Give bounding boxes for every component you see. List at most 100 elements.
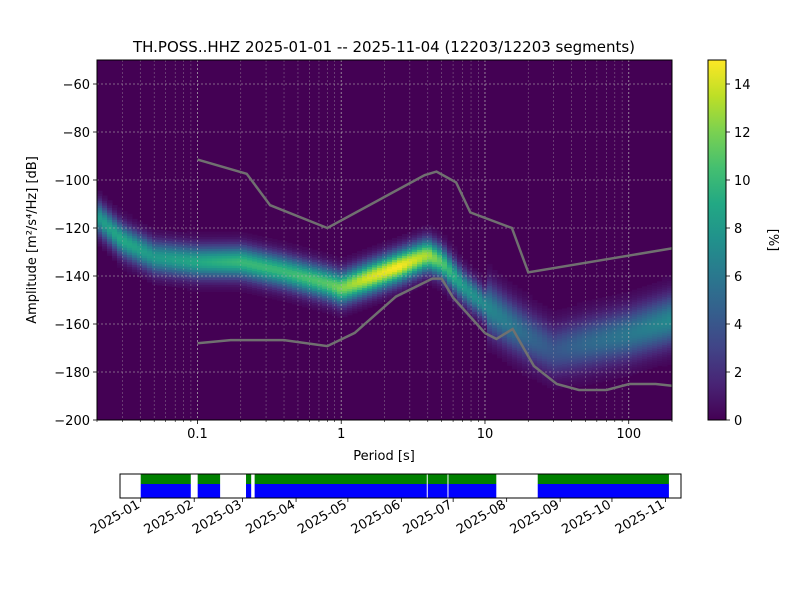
heat-cell [417, 278, 423, 282]
heat-cell [237, 255, 243, 259]
heat-cell [547, 337, 553, 341]
heat-cell [397, 271, 403, 275]
heat-cell [667, 338, 672, 341]
heat-cell [162, 261, 168, 265]
timeline-span-available [246, 484, 252, 498]
heat-cell [182, 234, 188, 238]
heat-cell [617, 368, 623, 371]
heat-cell [497, 305, 503, 308]
heat-cell [662, 303, 668, 307]
heat-cell [327, 289, 333, 293]
heat-cell [367, 280, 373, 284]
heat-cell [637, 290, 643, 294]
heat-cell [177, 248, 183, 252]
heat-cell [557, 323, 563, 327]
heat-cell [502, 342, 508, 346]
heat-cell [502, 347, 508, 351]
heat-cell [357, 260, 363, 264]
heat-cell [592, 378, 598, 382]
heat-cell [357, 306, 363, 310]
heat-cell [277, 244, 283, 248]
heat-cell [547, 349, 553, 353]
heat-cell [522, 313, 528, 316]
heat-cell [472, 287, 478, 291]
heat-cell [282, 298, 288, 302]
heat-cell [587, 307, 593, 311]
heat-cell [577, 302, 583, 306]
heat-cell [307, 257, 313, 261]
heat-cell [307, 298, 313, 302]
heat-cell [492, 313, 498, 317]
heat-cell [572, 363, 578, 367]
heat-cell [657, 317, 663, 321]
heat-cell [147, 238, 153, 242]
heat-cell [152, 267, 158, 271]
heat-cell [637, 343, 643, 347]
heat-cell [657, 336, 663, 340]
heat-cell [657, 329, 663, 333]
heat-cell [652, 326, 658, 330]
heat-cell [302, 299, 308, 303]
heat-cell [312, 256, 318, 260]
heat-cell [212, 277, 218, 281]
heat-cell [617, 312, 623, 316]
heat-cell [207, 234, 213, 237]
heat-cell [212, 238, 218, 242]
heat-cell [627, 344, 633, 348]
heat-cell [542, 341, 548, 345]
heat-cell [667, 282, 672, 286]
heat-cell [622, 362, 628, 366]
heat-cell [132, 238, 138, 241]
heat-cell [442, 292, 448, 296]
timeline-span-used [254, 474, 497, 484]
heat-cell [407, 248, 413, 252]
heat-cell [667, 359, 672, 363]
heat-cell [622, 352, 628, 356]
heat-cell [522, 329, 528, 333]
heat-cell [277, 271, 283, 275]
heat-cell [302, 249, 308, 253]
heat-cell [272, 263, 278, 266]
heat-cell [427, 258, 433, 262]
heat-cell [287, 297, 293, 301]
heat-cell [492, 298, 498, 302]
heat-cell [207, 231, 213, 235]
heat-cell [327, 285, 333, 289]
heat-cell [662, 284, 668, 288]
heat-cell [222, 238, 228, 242]
heat-cell [357, 294, 363, 298]
heat-cell [257, 254, 263, 258]
heat-cell [172, 262, 178, 266]
heat-cell [637, 338, 643, 342]
heat-cell [422, 261, 428, 265]
heat-cell [157, 244, 163, 248]
heat-cell [137, 240, 143, 244]
heat-cell [207, 289, 213, 293]
heat-cell [652, 333, 658, 337]
heat-cell [492, 289, 498, 293]
heat-cell [447, 252, 453, 256]
heat-cell [552, 351, 558, 355]
heat-cell [177, 256, 183, 259]
heat-cell [422, 273, 428, 277]
heat-cell [622, 364, 628, 368]
heat-cell [147, 231, 153, 235]
heat-cell [632, 366, 638, 370]
heat-cell [107, 217, 113, 220]
heat-cell [407, 236, 413, 240]
heat-cell [322, 252, 328, 256]
heat-cell [272, 255, 278, 259]
heat-cell [492, 332, 498, 336]
heat-cell [592, 356, 598, 360]
heat-cell [542, 365, 548, 369]
heat-cell [402, 241, 408, 245]
heat-cell [107, 221, 113, 225]
heat-cell [202, 258, 208, 261]
heat-cell [462, 288, 468, 292]
heat-cell [487, 338, 493, 342]
heat-cell [572, 306, 578, 309]
heat-cell [282, 294, 288, 298]
heat-cell [497, 321, 503, 325]
heat-cell [237, 265, 243, 269]
heat-cell [552, 324, 558, 328]
